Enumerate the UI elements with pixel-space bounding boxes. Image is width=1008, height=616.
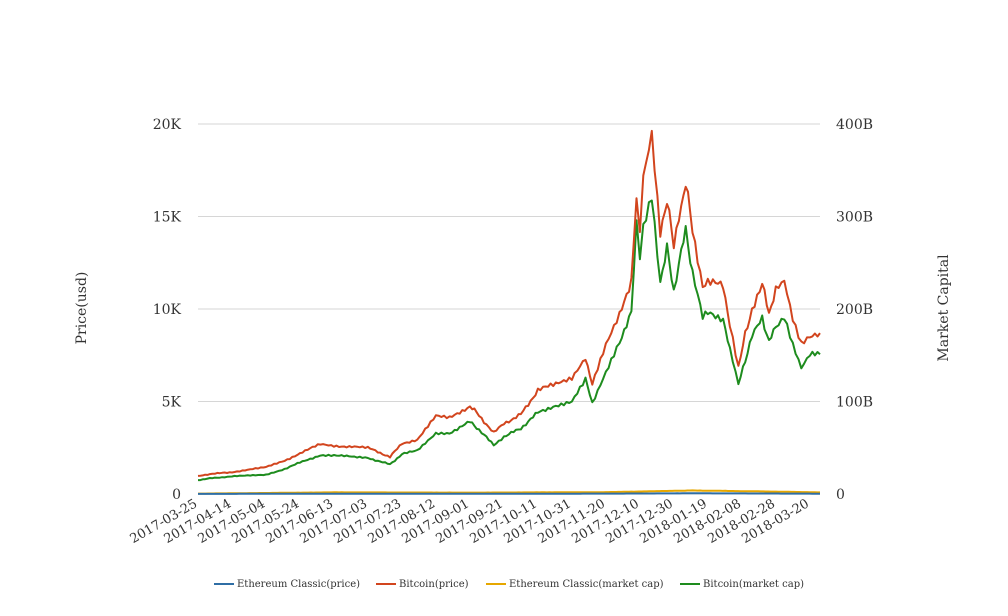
y-tick-right: 400B bbox=[836, 117, 873, 133]
series-line-3 bbox=[198, 199, 821, 482]
series-line-2 bbox=[198, 489, 820, 495]
y-tick-left: 10K bbox=[153, 302, 182, 318]
y-axis-right-ticks: 0 100B 200B 300B 400B bbox=[836, 117, 873, 503]
series-layer bbox=[197, 129, 821, 495]
y-tick-left: 20K bbox=[153, 117, 182, 133]
legend: Ethereum Classic(price) Bitcoin(price) Eth… bbox=[214, 579, 804, 590]
legend-label: Bitcoin(market cap) bbox=[703, 579, 804, 590]
series-line-0 bbox=[198, 492, 820, 495]
y-tick-left: 0 bbox=[172, 487, 181, 503]
y-axis-right-title: Market Capital bbox=[936, 254, 952, 362]
legend-label: Ethereum Classic(price) bbox=[237, 579, 360, 590]
x-axis-ticks: 2017-03-252017-04-142017-05-042017-05-24… bbox=[128, 496, 812, 546]
y-tick-right: 0 bbox=[836, 487, 845, 503]
y-tick-right: 200B bbox=[836, 302, 873, 318]
y-tick-left: 5K bbox=[162, 395, 182, 411]
y-tick-left: 15K bbox=[153, 210, 182, 226]
legend-label: Ethereum Classic(market cap) bbox=[509, 579, 664, 590]
y-tick-right: 100B bbox=[836, 395, 873, 411]
y-tick-right: 300B bbox=[836, 210, 873, 226]
y-axis-left-ticks: 0 5K 10K 15K 20K bbox=[153, 117, 182, 503]
series-line-1 bbox=[197, 129, 821, 477]
y-axis-left-title: Price(usd) bbox=[74, 272, 90, 345]
legend-label: Bitcoin(price) bbox=[399, 579, 469, 590]
